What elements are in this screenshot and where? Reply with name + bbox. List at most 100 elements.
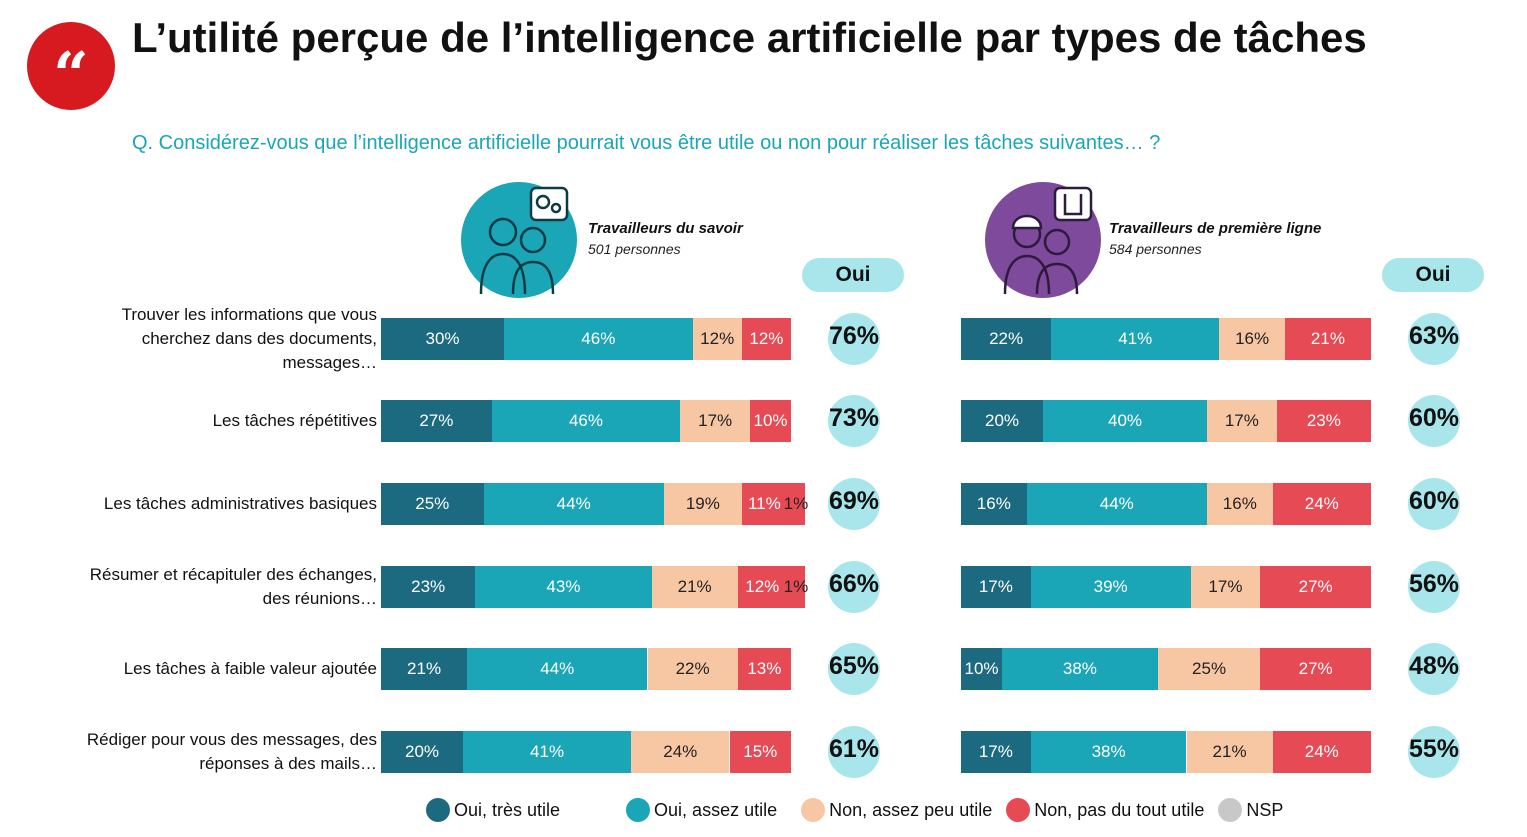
bar-seg-assez-peu-utile: 16% [1207, 483, 1273, 525]
bar-seg-assez-utile: 38% [1002, 648, 1158, 690]
oui-total-value: 55% [1408, 735, 1460, 763]
oui-bubble [828, 726, 880, 778]
bar-seg-tres-utile: 16% [961, 483, 1027, 525]
bar-seg-pas-du-tout: 23% [1276, 400, 1371, 442]
bar-seg-tres-utile: 25% [381, 483, 484, 525]
legend-swatch [426, 798, 450, 822]
row-label-line: Trouver les informations que vous [121, 305, 377, 324]
oui-bubble [1408, 478, 1460, 530]
bar-seg-nsp: 1% [784, 566, 808, 608]
legend-item-nsp: NSP [1218, 798, 1283, 822]
bar-seg-pas-du-tout: 24% [1272, 483, 1371, 525]
oui-total-value: 76% [828, 322, 880, 350]
bar-seg-pas-du-tout: 12% [737, 566, 787, 608]
row-label: Les tâches répétitives [37, 409, 377, 433]
row-label: Résumer et récapituler des échanges, des … [37, 563, 377, 611]
bar-seg-pas-du-tout: 10% [750, 400, 791, 442]
quote-icon: “ [27, 22, 115, 110]
bar-seg-assez-utile: 41% [1051, 318, 1220, 360]
oui-total-value: 61% [828, 735, 880, 763]
bar-seg-assez-utile: 39% [1030, 566, 1191, 608]
oui-total-value: 66% [828, 570, 880, 598]
row-label-line: cherchez dans des documents, [141, 329, 377, 348]
oui-header-knowledge: Oui [802, 258, 904, 292]
bar-seg-assez-utile: 40% [1043, 400, 1207, 442]
legend-label: Oui, assez utile [654, 799, 778, 820]
oui-bubble [1408, 395, 1460, 447]
oui-total-value: 60% [1408, 404, 1460, 432]
bar-seg-tres-utile: 17% [961, 731, 1031, 773]
bar-seg-tres-utile: 23% [381, 566, 476, 608]
bar-seg-pas-du-tout: 24% [1272, 731, 1371, 773]
legend-item-tres-utile: Oui, très utile [426, 798, 560, 822]
bar-seg-assez-utile: 44% [483, 483, 664, 525]
oui-bubble [1408, 561, 1460, 613]
legend-swatch [626, 798, 651, 822]
oui-bubble [1408, 726, 1460, 778]
legend-item-assez-utile: Oui, assez utile [626, 798, 777, 822]
page-title: L’utilité perçue de l’intelligence artif… [132, 14, 1367, 61]
oui-total-value: 56% [1408, 570, 1460, 598]
oui-bubble [828, 643, 880, 695]
bar-seg-tres-utile: 27% [381, 400, 492, 442]
group-name-knowledge: Travailleurs du savoir [588, 220, 743, 237]
legend-item-assez-peu-utile: Non, assez peu utile [801, 798, 992, 822]
question-text: Q. Considérez-vous que l’intelligence ar… [132, 132, 1161, 154]
bar-seg-tres-utile: 30% [381, 318, 504, 360]
bar-seg-assez-peu-utile: 24% [631, 731, 730, 773]
row-label: Rédiger pour vous des messages, des répon… [37, 728, 377, 776]
oui-bubble [828, 395, 880, 447]
oui-total-value: 69% [828, 487, 880, 515]
bar-seg-assez-peu-utile: 22% [647, 648, 738, 690]
row-label-line: des réunions… [262, 589, 377, 608]
bar-seg-assez-peu-utile: 17% [680, 400, 750, 442]
bar-seg-assez-peu-utile: 19% [663, 483, 742, 525]
group-count-frontline: 584 personnes [1109, 241, 1202, 257]
bar-seg-tres-utile: 21% [381, 648, 468, 690]
oui-bubble [828, 478, 880, 530]
frontline-workers-icon [985, 182, 1101, 298]
oui-bubble [828, 561, 880, 613]
group-count-knowledge: 501 personnes [588, 241, 681, 257]
oui-bubble [1408, 643, 1460, 695]
bar-seg-assez-utile: 46% [504, 318, 693, 360]
bar-seg-assez-peu-utile: 16% [1219, 318, 1285, 360]
row-label-line: Les tâches répétitives [212, 411, 377, 430]
legend-swatch [1218, 798, 1243, 822]
bar-seg-tres-utile: 22% [961, 318, 1052, 360]
bar-seg-assez-utile: 44% [467, 648, 648, 690]
bar-seg-assez-utile: 41% [463, 731, 632, 773]
legend-swatch [801, 798, 826, 822]
bar-seg-assez-peu-utile: 17% [1190, 566, 1261, 608]
oui-bubble [828, 313, 880, 365]
bar-seg-pas-du-tout: 11% [741, 483, 787, 525]
bar-seg-pas-du-tout: 13% [737, 648, 791, 690]
row-label-line: Rédiger pour vous des messages, des [86, 730, 377, 749]
legend-label: Oui, très utile [454, 799, 561, 820]
bar-seg-tres-utile: 17% [961, 566, 1031, 608]
legend-item-pas-du-tout: Non, pas du tout utile [1006, 798, 1204, 822]
oui-bubble [1408, 313, 1460, 365]
row-label-line: Les tâches à faible valeur ajoutée [123, 659, 377, 678]
bar-seg-pas-du-tout: 12% [741, 318, 791, 360]
row-label: Les tâches à faible valeur ajoutée [37, 657, 377, 681]
bar-seg-pas-du-tout: 21% [1284, 318, 1371, 360]
group-name-frontline: Travailleurs de première ligne [1109, 220, 1322, 237]
bar-seg-assez-peu-utile: 17% [1207, 400, 1277, 442]
bar-seg-pas-du-tout: 27% [1260, 648, 1371, 690]
legend: Oui, très utile Oui, assez utile Non, as… [426, 798, 1283, 822]
bar-seg-pas-du-tout: 27% [1260, 566, 1371, 608]
knowledge-workers-icon [461, 182, 577, 298]
row-label: Trouver les informations que vous cherche… [37, 303, 377, 375]
bar-seg-pas-du-tout: 15% [729, 731, 791, 773]
oui-total-value: 73% [828, 404, 880, 432]
bar-seg-assez-utile: 43% [475, 566, 652, 608]
legend-label: NSP [1246, 799, 1284, 820]
oui-header-frontline: Oui [1382, 258, 1484, 292]
bar-seg-assez-peu-utile: 12% [692, 318, 742, 360]
row-label-line: réponses à des mails… [199, 754, 377, 773]
bar-seg-tres-utile: 10% [961, 648, 1002, 690]
legend-label: Non, pas du tout utile [1034, 799, 1205, 820]
bar-seg-tres-utile: 20% [381, 731, 463, 773]
bar-seg-assez-utile: 46% [491, 400, 681, 442]
